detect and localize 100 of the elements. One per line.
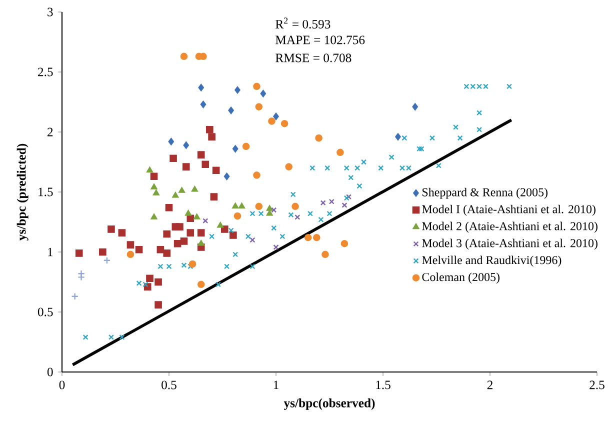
point	[318, 216, 324, 222]
point	[348, 174, 354, 180]
point	[150, 172, 158, 180]
point	[208, 133, 216, 140]
point	[202, 218, 208, 224]
point	[212, 166, 220, 174]
point	[342, 202, 348, 208]
x-tick-label: 1.5	[376, 380, 390, 390]
point	[255, 202, 263, 210]
point	[326, 210, 332, 216]
point	[280, 120, 288, 128]
point	[328, 198, 334, 204]
point	[209, 234, 215, 240]
point	[242, 142, 250, 150]
point	[150, 214, 158, 220]
point	[250, 210, 256, 216]
point	[388, 154, 394, 160]
point	[476, 126, 482, 132]
y-tick-label: 2	[48, 128, 53, 136]
point	[307, 210, 313, 216]
point	[344, 195, 350, 201]
point	[99, 248, 106, 256]
point	[168, 138, 174, 146]
point	[453, 124, 459, 130]
point	[180, 238, 188, 245]
point	[215, 282, 221, 288]
legend-label: Melville and Raudkivi(1996)	[422, 256, 562, 267]
point	[266, 210, 273, 216]
point	[429, 135, 435, 141]
point	[304, 234, 312, 242]
point	[253, 82, 260, 90]
x-tick-label: 2.5	[590, 380, 604, 390]
point	[202, 160, 210, 168]
point	[232, 202, 239, 209]
point	[224, 172, 230, 180]
point	[288, 212, 294, 218]
point	[146, 274, 154, 282]
point	[126, 241, 134, 248]
point	[186, 229, 194, 236]
point	[232, 145, 238, 152]
point	[135, 246, 143, 254]
point	[118, 229, 126, 236]
point	[185, 210, 192, 216]
point	[280, 234, 286, 240]
point	[324, 165, 330, 171]
point	[234, 86, 240, 94]
point	[360, 159, 366, 165]
point	[232, 252, 238, 258]
x-axis-title: ys/bpc(observed)	[284, 398, 375, 410]
point	[356, 183, 362, 189]
point	[224, 264, 230, 270]
point	[78, 274, 85, 281]
point	[322, 250, 329, 258]
point	[250, 237, 256, 243]
point	[436, 162, 442, 168]
point	[206, 126, 214, 134]
point	[245, 234, 251, 240]
point	[344, 165, 350, 171]
point	[198, 84, 204, 92]
point	[126, 250, 134, 258]
point	[266, 205, 273, 211]
legend-label: Model 3 (Ataie-Ashtiani et al. 2010)	[422, 238, 598, 250]
point	[268, 118, 276, 125]
point	[228, 228, 234, 234]
point	[258, 210, 264, 216]
y-tick-label: 2.5	[38, 68, 53, 76]
legend-label: Coleman (2005)	[422, 272, 500, 284]
x-tick-label: 1	[274, 380, 278, 390]
annotation: R$^{2}$ = 0.593	[276, 18, 330, 29]
point	[75, 250, 83, 257]
point	[197, 280, 205, 288]
point	[416, 146, 422, 152]
point	[154, 301, 162, 308]
point	[210, 193, 218, 200]
point	[336, 148, 344, 156]
point	[82, 334, 88, 340]
point	[346, 194, 352, 200]
point	[108, 226, 115, 233]
point	[506, 84, 512, 90]
point	[217, 222, 224, 228]
annotation: MAPE = 102.756	[276, 36, 365, 44]
point	[178, 187, 186, 193]
point	[271, 225, 277, 231]
point	[197, 229, 205, 236]
point	[234, 212, 242, 220]
point	[191, 186, 198, 192]
point	[395, 133, 401, 140]
point	[183, 142, 190, 149]
point	[313, 234, 320, 242]
point	[197, 151, 205, 158]
point	[273, 244, 279, 250]
point	[194, 214, 200, 220]
point	[103, 256, 111, 264]
point	[172, 192, 179, 198]
point	[320, 200, 326, 206]
point	[150, 184, 158, 190]
point	[174, 240, 182, 248]
point	[163, 250, 171, 257]
point	[186, 214, 194, 222]
point	[230, 232, 237, 239]
